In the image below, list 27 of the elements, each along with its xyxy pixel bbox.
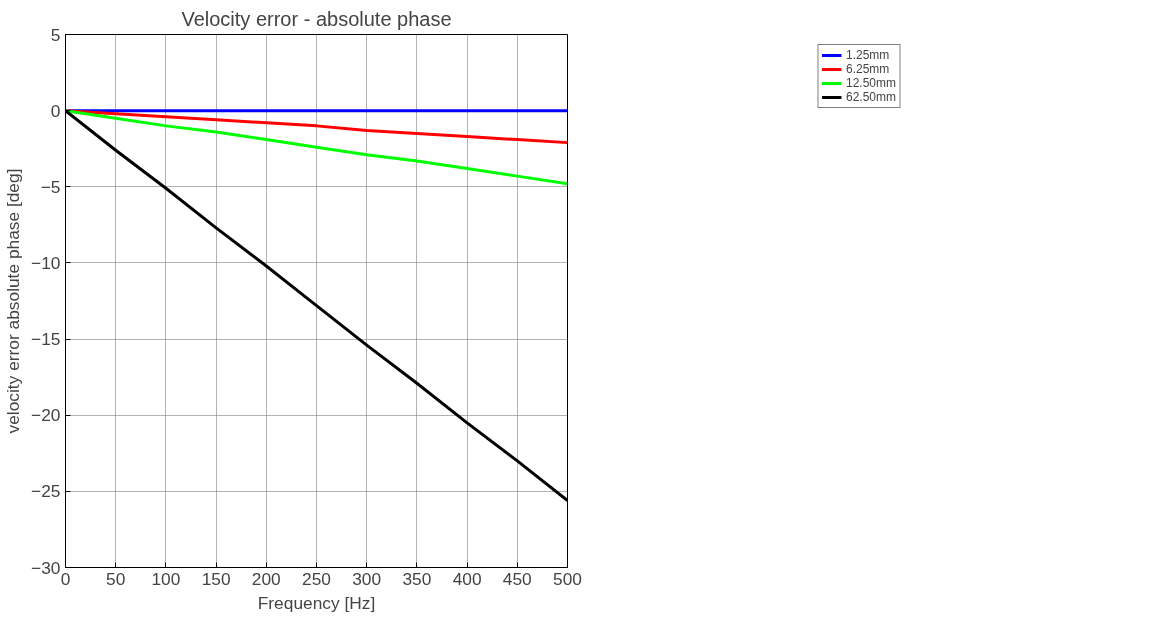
- x-tick-label: 400: [452, 568, 482, 589]
- y-tick-label: 0: [50, 100, 61, 121]
- x-tick-label: 150: [201, 568, 231, 589]
- y-tick-label: −5: [40, 176, 61, 197]
- y-axis-title: velocity error absolute phase [deg]: [3, 168, 24, 434]
- x-tick-label: 50: [106, 568, 126, 589]
- x-tick-label: 100: [151, 568, 181, 589]
- chart-title: Velocity error - absolute phase: [181, 7, 452, 30]
- x-tick-label: 350: [402, 568, 432, 589]
- y-tick-label: −10: [31, 252, 61, 273]
- y-tick-label: 5: [50, 24, 61, 45]
- x-tick-label: 450: [502, 568, 532, 589]
- y-tick-label: −30: [31, 557, 61, 578]
- x-tick-label: 200: [251, 568, 281, 589]
- y-tick-label: −20: [31, 405, 61, 426]
- line-series: [65, 109, 568, 186]
- y-tick-label: −15: [31, 329, 61, 350]
- legend-label: 12.50mm: [845, 76, 897, 90]
- line-series: [65, 109, 568, 145]
- y-tick-label: −25: [31, 481, 61, 502]
- legend-label: 6.25mm: [845, 62, 890, 76]
- x-tick-label: 300: [352, 568, 382, 589]
- x-tick-label: 500: [553, 568, 582, 589]
- legend-label: 62.50mm: [845, 90, 897, 104]
- x-axis-title: Frequency [Hz]: [257, 592, 376, 613]
- x-tick-label: 250: [302, 568, 331, 589]
- legend-label: 1.25mm: [845, 48, 890, 62]
